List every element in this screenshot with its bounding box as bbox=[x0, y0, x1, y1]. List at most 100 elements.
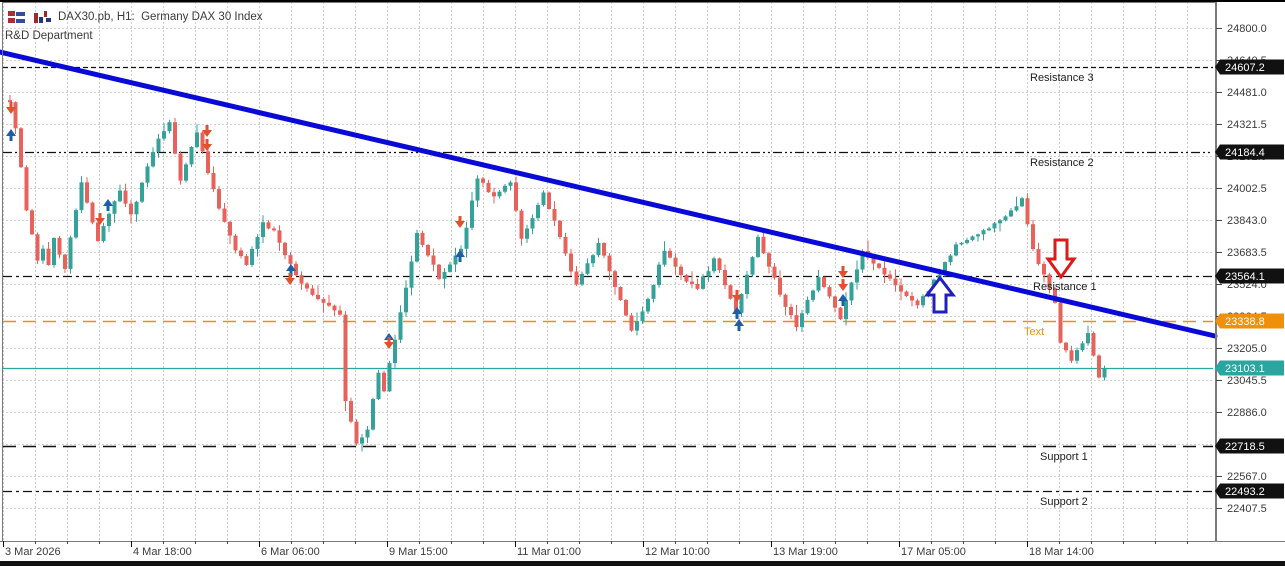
resistance-1-label[interactable]: Resistance 1 bbox=[1033, 281, 1097, 293]
candle-body bbox=[13, 102, 18, 129]
candle-body bbox=[728, 285, 733, 299]
candle-body bbox=[519, 210, 524, 239]
candle bbox=[827, 285, 832, 299]
candle bbox=[365, 426, 370, 443]
sell-arrow-icon[interactable] bbox=[732, 290, 742, 302]
candle-body bbox=[1053, 288, 1057, 303]
candle-body bbox=[585, 263, 590, 274]
big-up-arrow-icon[interactable] bbox=[923, 275, 957, 314]
candle-body bbox=[838, 307, 843, 320]
candle-body bbox=[558, 220, 562, 237]
candle-body bbox=[706, 271, 711, 277]
sell-arrow-icon[interactable] bbox=[95, 213, 105, 225]
candle-body bbox=[233, 235, 238, 251]
candle bbox=[981, 228, 986, 241]
candle-body bbox=[976, 234, 980, 237]
buy-arrow-icon[interactable] bbox=[838, 294, 848, 306]
arrow-head bbox=[95, 218, 105, 225]
candle-body bbox=[822, 277, 826, 288]
candle bbox=[756, 234, 760, 258]
candle-body bbox=[409, 261, 414, 288]
resistance-3-label[interactable]: Resistance 3 bbox=[1030, 72, 1094, 84]
sell-arrow-icon[interactable] bbox=[838, 266, 848, 278]
candle bbox=[569, 248, 573, 277]
candle bbox=[701, 273, 705, 290]
candle bbox=[178, 151, 183, 185]
candle bbox=[415, 229, 419, 263]
sell-arrow-icon[interactable] bbox=[6, 102, 16, 114]
candle-body bbox=[217, 189, 221, 209]
candle-body bbox=[684, 275, 689, 282]
candle bbox=[783, 293, 788, 316]
arrow-tail bbox=[735, 314, 739, 319]
buy-arrow-icon[interactable] bbox=[734, 319, 744, 331]
buy-arrow-icon[interactable] bbox=[732, 307, 742, 319]
candle-body bbox=[145, 166, 150, 183]
sell-arrow-icon[interactable] bbox=[285, 273, 295, 285]
candle bbox=[310, 285, 315, 297]
candle-body bbox=[156, 138, 161, 153]
sell-arrow-icon[interactable] bbox=[838, 279, 848, 291]
candle-body bbox=[536, 204, 540, 219]
buy-arrow-icon[interactable] bbox=[455, 250, 465, 262]
arrow-tail bbox=[841, 301, 845, 306]
arrow-tail bbox=[841, 279, 845, 284]
price-tick-label: 24321.5 bbox=[1227, 119, 1267, 131]
buy-arrow-icon[interactable] bbox=[6, 129, 16, 141]
tag-body bbox=[1220, 313, 1284, 329]
candle bbox=[915, 298, 920, 309]
candle-body bbox=[19, 128, 23, 168]
candle bbox=[882, 258, 887, 283]
candle bbox=[189, 146, 194, 168]
sell-arrow-icon[interactable] bbox=[202, 139, 212, 151]
descending-trendline[interactable] bbox=[0, 49, 1218, 339]
candle bbox=[563, 232, 568, 256]
candle-body bbox=[387, 363, 392, 392]
candle-body bbox=[250, 248, 254, 265]
candle-body bbox=[316, 294, 320, 300]
arrow-head bbox=[838, 271, 848, 278]
candle-body bbox=[943, 262, 947, 275]
chart-comment: R&D Department bbox=[5, 30, 93, 42]
tag-body bbox=[1220, 360, 1284, 376]
sell-arrow-icon[interactable] bbox=[384, 337, 394, 349]
candle-body bbox=[420, 232, 425, 245]
candle bbox=[789, 303, 793, 320]
candle bbox=[206, 148, 210, 175]
candle-body bbox=[772, 266, 777, 278]
candle bbox=[228, 220, 232, 245]
candle-body bbox=[442, 271, 447, 279]
candle-body bbox=[464, 227, 469, 249]
candle-body bbox=[195, 132, 199, 147]
candle-body bbox=[541, 192, 546, 205]
candle bbox=[470, 191, 474, 231]
resistance-1-price-tag: 23564.1 bbox=[1215, 268, 1284, 284]
resistance-2-label[interactable]: Resistance 2 bbox=[1030, 157, 1094, 169]
sell-arrow-icon[interactable] bbox=[202, 125, 212, 137]
candle bbox=[13, 101, 18, 135]
candle bbox=[794, 304, 799, 332]
candle bbox=[250, 246, 254, 268]
candle bbox=[849, 281, 854, 306]
candle bbox=[1025, 193, 1030, 227]
candle-body bbox=[965, 239, 969, 243]
candle bbox=[888, 270, 892, 281]
support-2-label[interactable]: Support 2 bbox=[1040, 496, 1088, 508]
candle-body bbox=[844, 300, 848, 320]
support-1-label[interactable]: Support 1 bbox=[1040, 451, 1088, 463]
candle bbox=[420, 230, 425, 248]
buy-arrow-icon[interactable] bbox=[103, 199, 113, 211]
candle bbox=[376, 369, 381, 400]
sell-arrow-icon[interactable] bbox=[455, 216, 465, 228]
big-down-arrow-icon[interactable] bbox=[1045, 238, 1077, 280]
candle bbox=[1036, 242, 1041, 266]
candle bbox=[343, 311, 348, 412]
orange-level-label[interactable]: Text bbox=[1024, 326, 1044, 338]
candle-body bbox=[8, 100, 12, 103]
candle bbox=[1009, 207, 1013, 218]
candle bbox=[497, 189, 502, 199]
candle bbox=[580, 271, 584, 287]
candle-body bbox=[327, 302, 331, 306]
candle bbox=[101, 222, 106, 243]
